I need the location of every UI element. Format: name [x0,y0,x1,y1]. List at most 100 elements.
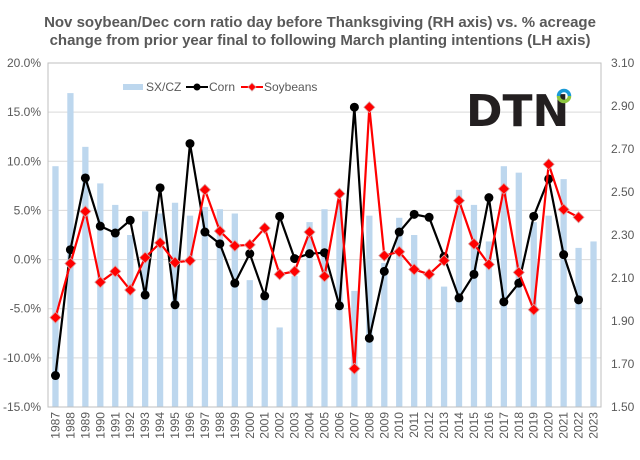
point-corn [110,228,120,238]
legend-label-sxcz: SX/CZ [146,80,181,94]
point-corn [349,102,359,112]
x-axis-tick-label: 2002 [273,412,287,439]
right-axis-tick-label: 2.30 [611,228,635,242]
logo-ring-bottom [556,95,572,104]
bar-sxcz [216,209,224,407]
point-soybeans [183,254,197,267]
bar-sxcz [381,262,388,407]
legend-swatch-sxcz [123,84,143,90]
point-soybeans [542,158,555,171]
x-axis-tick-label: 2021 [557,412,571,439]
x-axis-tick-label: 1999 [228,412,242,439]
point-corn [80,173,90,183]
point-corn [290,254,300,264]
point-soybeans [198,183,211,196]
bar-sxcz [500,166,507,407]
legend-label-corn: Corn [209,80,235,94]
point-corn [170,300,180,310]
bar-sxcz [201,207,209,407]
point-corn [394,227,404,237]
bar-sxcz [411,235,418,407]
bar-sxcz [231,213,238,407]
x-axis-tick-label: 2010 [392,412,406,439]
point-soybeans [49,311,62,324]
point-corn [200,227,210,237]
logo-ring-top [556,88,572,97]
point-soybeans [467,237,481,250]
right-axis-tick-label: 2.50 [611,185,635,199]
point-corn [574,295,584,305]
left-axis-tick-label: 0.0% [14,253,42,267]
left-axis-tick-label: 10.0% [7,154,41,168]
point-soybeans [482,258,495,271]
bar-sxcz [575,247,582,407]
left-axis-tick-label: -15.0% [3,400,41,414]
left-axis-tick-label: -10.0% [3,351,41,365]
point-soybeans [243,238,256,251]
line-series [49,101,585,381]
bar-sxcz [351,290,358,407]
x-axis-tick-label: 2018 [512,412,526,439]
point-corn [275,211,285,221]
point-corn [529,211,539,221]
x-axis-tick-label: 1997 [198,412,212,439]
point-soybeans [452,194,466,207]
point-soybeans [213,225,226,238]
point-soybeans [79,205,92,218]
point-soybeans [154,236,167,249]
legend-marker-soybeans [247,82,257,92]
point-soybeans [527,303,540,316]
x-axis-tick-label: 2015 [467,412,481,439]
plot-area-border [47,62,602,408]
point-soybeans [393,245,406,258]
point-corn [230,278,240,288]
bar-sxcz [545,215,552,407]
point-soybeans [228,239,241,252]
point-soybeans [168,256,182,269]
x-axis-tick-label: 1990 [93,412,107,439]
point-corn [320,248,329,258]
right-axis-ticks: 1.50 1.70 1.90 2.10 2.30 2.50 2.70 2.90 3.10 [611,56,635,414]
point-corn [125,215,135,225]
point-soybeans [512,266,525,279]
x-axis-tick-label: 2007 [347,412,361,439]
legend-marker-corn [193,83,201,91]
point-corn [185,139,195,149]
bar-sxcz [186,215,194,407]
point-corn [454,293,464,303]
left-axis-tick-label: 5.0% [14,203,42,217]
point-soybeans [258,222,271,235]
x-axis-tick-label: 2008 [362,412,376,439]
point-soybeans [303,225,316,239]
point-soybeans [288,265,301,278]
bar-sxcz [156,213,164,407]
x-axis-tick-label: 2011 [407,412,421,438]
point-soybeans [109,265,122,278]
right-axis-tick-label: 1.50 [611,400,635,414]
x-axis-tick-label: 1988 [63,412,77,439]
bar-sxcz [246,280,253,407]
bar-sxcz [485,241,493,407]
point-corn [499,297,509,307]
bar-sxcz [112,204,119,407]
bar-sxcz [515,172,522,407]
right-axis-tick-label: 2.10 [611,271,635,285]
point-soybeans [348,362,361,375]
point-corn [469,269,479,279]
point-corn [305,249,315,259]
point-soybeans [318,270,331,283]
x-axis-tick-label: 1991 [108,412,122,439]
line-soybeans [54,106,580,370]
right-axis-tick-label: 1.70 [611,357,635,371]
bar-sxcz [470,204,478,407]
x-axis-tick-label: 1995 [168,412,182,439]
bar-sxcz [321,209,328,407]
point-corn [215,239,225,249]
point-soybeans [333,187,346,200]
x-axis-tick-label: 2023 [587,412,601,439]
point-corn [245,249,255,259]
right-axis-tick-label: 2.70 [611,142,635,156]
bar-sxcz [590,241,597,407]
bar-sxcz [306,222,313,407]
